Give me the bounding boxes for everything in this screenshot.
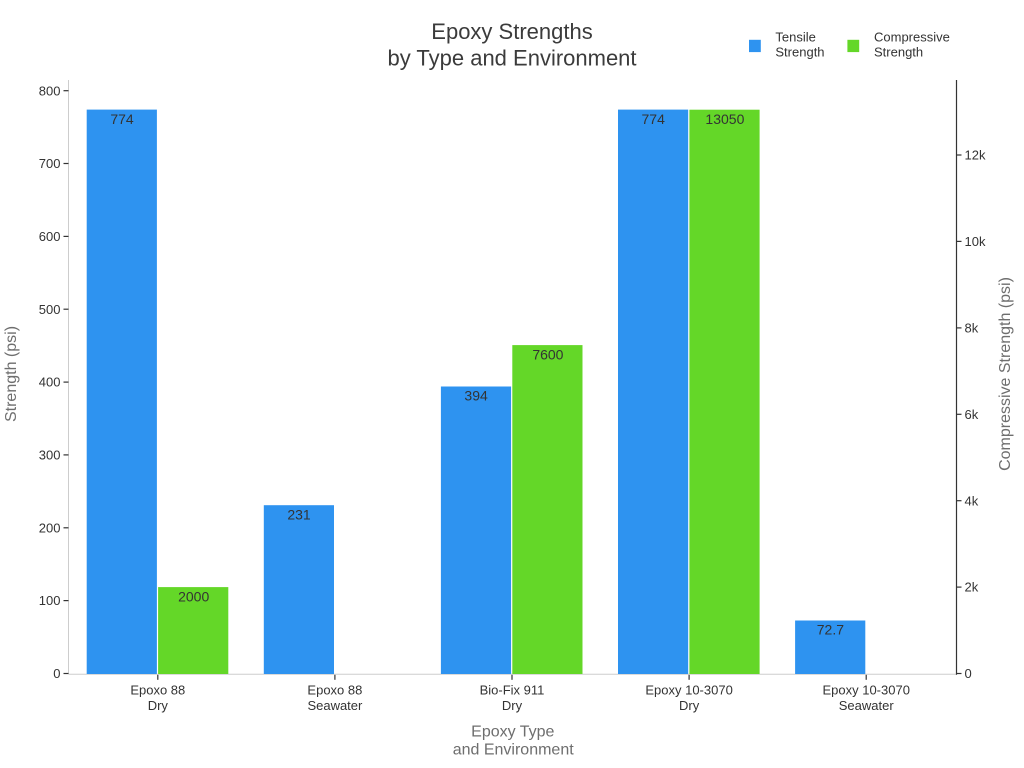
svg-text:by Type and Environment: by Type and Environment bbox=[387, 45, 636, 70]
svg-text:394: 394 bbox=[464, 388, 488, 404]
svg-text:and Environment: and Environment bbox=[453, 742, 575, 759]
svg-text:600: 600 bbox=[39, 229, 61, 244]
svg-text:4k: 4k bbox=[965, 493, 979, 508]
svg-text:774: 774 bbox=[642, 111, 666, 127]
svg-text:Dry: Dry bbox=[679, 698, 700, 713]
svg-text:7600: 7600 bbox=[532, 346, 563, 362]
svg-text:6k: 6k bbox=[965, 407, 979, 422]
svg-text:10k: 10k bbox=[965, 234, 986, 249]
svg-text:400: 400 bbox=[39, 375, 61, 390]
svg-text:300: 300 bbox=[39, 448, 61, 463]
svg-text:Strength: Strength bbox=[874, 45, 923, 60]
svg-text:Strength (psi): Strength (psi) bbox=[3, 326, 20, 422]
svg-text:12k: 12k bbox=[965, 148, 986, 163]
svg-text:8k: 8k bbox=[965, 321, 979, 336]
svg-text:Tensile: Tensile bbox=[775, 30, 815, 45]
svg-text:Epoxy Type: Epoxy Type bbox=[471, 724, 554, 741]
svg-text:774: 774 bbox=[110, 111, 134, 127]
svg-text:Compressive Strength (psi): Compressive Strength (psi) bbox=[997, 277, 1014, 471]
svg-text:0: 0 bbox=[53, 666, 60, 681]
svg-text:800: 800 bbox=[39, 83, 61, 98]
svg-text:Dry: Dry bbox=[148, 698, 169, 713]
svg-text:Seawater: Seawater bbox=[307, 698, 363, 713]
svg-text:Epoxo 88: Epoxo 88 bbox=[307, 682, 362, 697]
svg-text:Dry: Dry bbox=[502, 698, 523, 713]
svg-text:Bio-Fix 911: Bio-Fix 911 bbox=[480, 682, 545, 697]
svg-text:700: 700 bbox=[39, 156, 61, 171]
svg-text:Epoxy 10-3070: Epoxy 10-3070 bbox=[822, 682, 909, 697]
svg-text:500: 500 bbox=[39, 302, 61, 317]
svg-text:Compressive: Compressive bbox=[874, 30, 950, 45]
svg-text:Epoxy 10-3070: Epoxy 10-3070 bbox=[645, 682, 732, 697]
svg-text:0: 0 bbox=[965, 666, 972, 681]
svg-text:13050: 13050 bbox=[705, 111, 744, 127]
svg-text:Epoxy Strengths: Epoxy Strengths bbox=[431, 19, 592, 44]
svg-text:2000: 2000 bbox=[178, 588, 209, 604]
svg-text:Epoxo 88: Epoxo 88 bbox=[130, 682, 185, 697]
svg-text:72.7: 72.7 bbox=[817, 622, 844, 638]
svg-text:Strength: Strength bbox=[775, 45, 824, 60]
svg-text:2k: 2k bbox=[965, 580, 979, 595]
svg-text:100: 100 bbox=[39, 593, 61, 608]
svg-text:Seawater: Seawater bbox=[839, 698, 895, 713]
svg-text:231: 231 bbox=[287, 506, 311, 522]
svg-text:200: 200 bbox=[39, 520, 61, 535]
